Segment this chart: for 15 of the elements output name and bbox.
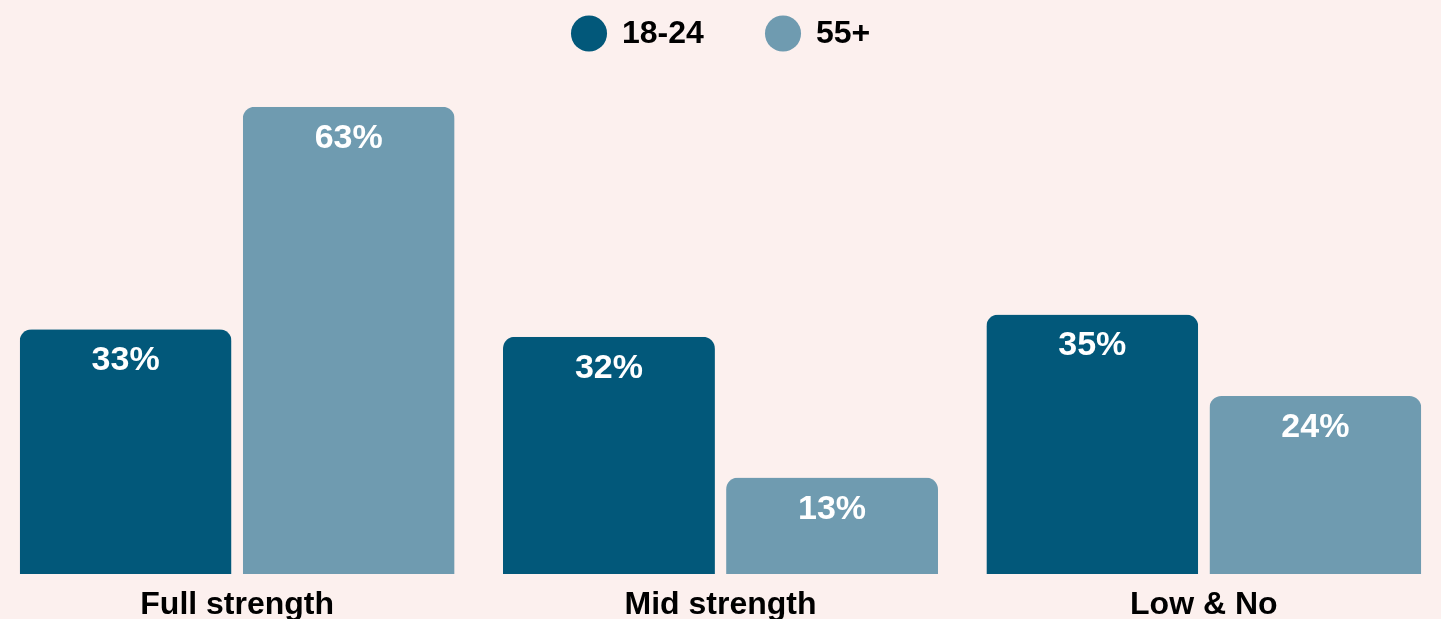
x-tick-label: Low & No (1130, 584, 1278, 619)
data-label: 33% (91, 339, 160, 378)
bar (1209, 396, 1422, 574)
bar (19, 329, 232, 574)
legend-label: 55+ (816, 14, 871, 51)
data-label: 24% (1281, 406, 1350, 445)
bar (503, 336, 715, 574)
bar (986, 314, 1199, 574)
bar (726, 477, 938, 574)
data-label: 35% (1058, 324, 1127, 363)
data-label: 13% (798, 487, 867, 526)
data-label: 32% (574, 346, 643, 385)
legend-label: 18-24 (622, 14, 705, 51)
bar (242, 106, 455, 574)
data-label: 63% (314, 116, 383, 155)
